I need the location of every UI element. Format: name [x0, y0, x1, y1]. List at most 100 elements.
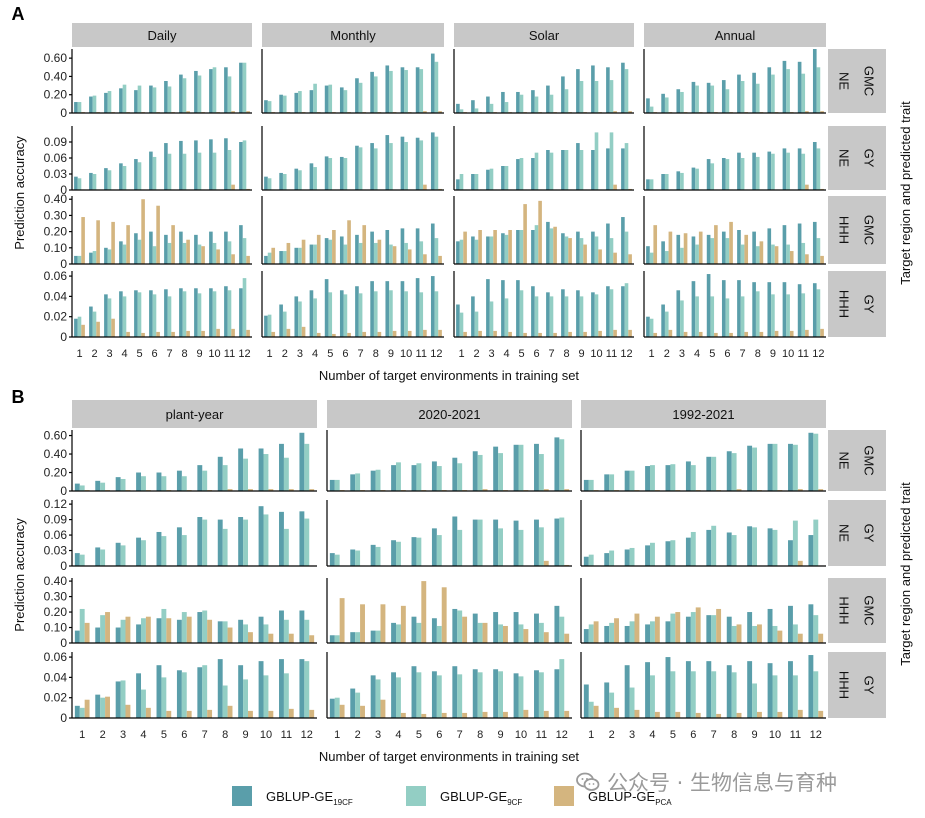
y-tick-label: 0.09	[44, 135, 68, 149]
bar	[329, 479, 335, 491]
bar	[167, 153, 172, 190]
bar	[74, 705, 80, 718]
bar	[156, 205, 160, 264]
bar	[786, 69, 790, 113]
facet-panel	[71, 49, 252, 114]
row-strip-trait: GY	[862, 676, 877, 695]
y-axis-title: Prediction accuracy	[12, 518, 27, 632]
bar	[156, 331, 160, 337]
bar	[534, 670, 539, 718]
bar	[415, 67, 420, 113]
bar	[222, 528, 228, 566]
bar	[167, 242, 172, 264]
bar	[373, 76, 378, 113]
facet-panel: 1 2 3 4 5 6 7 8 9 10 11 12	[326, 652, 572, 741]
bar	[309, 290, 314, 337]
bar	[391, 540, 397, 566]
bar	[661, 174, 665, 190]
bar	[462, 712, 468, 718]
bar	[695, 85, 699, 113]
y-tick-label: 0.06	[44, 528, 68, 542]
bar	[516, 159, 520, 190]
bar	[282, 311, 287, 337]
bar	[583, 479, 589, 491]
bar	[370, 71, 374, 113]
bar	[197, 152, 202, 190]
bar	[194, 288, 198, 337]
bar	[134, 159, 138, 190]
bar	[92, 95, 97, 113]
bar	[690, 465, 696, 491]
bar	[588, 701, 594, 718]
bar	[459, 312, 464, 337]
row-strip-region: HHH	[837, 290, 852, 318]
bar	[452, 516, 458, 566]
bar	[419, 140, 424, 190]
facet-panel: 1 2 3 4 5 6 7 8 9 10 11 12	[71, 652, 317, 741]
bar	[231, 328, 235, 337]
bar	[119, 88, 123, 113]
bar	[380, 604, 386, 643]
bar	[122, 84, 127, 113]
bar	[710, 85, 715, 113]
bar	[182, 78, 187, 113]
bar	[668, 329, 673, 337]
bar	[513, 612, 519, 643]
bar	[691, 81, 696, 113]
bar	[546, 85, 550, 113]
bar	[152, 87, 157, 113]
bar	[77, 255, 82, 264]
facet-panel	[71, 500, 317, 567]
bar	[737, 74, 741, 113]
bar	[457, 674, 463, 718]
facet-panel	[580, 430, 826, 492]
bar	[508, 230, 512, 264]
bar	[115, 477, 121, 491]
bar	[100, 697, 106, 718]
bar	[559, 517, 565, 566]
bar	[604, 682, 610, 718]
bar	[77, 102, 82, 113]
bar	[808, 535, 814, 566]
bar	[808, 432, 814, 491]
bar	[519, 94, 524, 113]
bar	[217, 519, 223, 566]
bar	[74, 483, 80, 491]
x-tick-label: 2	[609, 729, 615, 741]
bar	[268, 710, 274, 718]
bar	[283, 528, 289, 566]
y-tick-label: 0.04	[44, 289, 68, 303]
bar	[89, 252, 93, 264]
bar	[767, 663, 773, 718]
bar	[324, 238, 329, 264]
bar	[706, 529, 712, 566]
legend: GBLUP-GE19CF GBLUP-GE9CF GBLUP-GEPCA	[232, 786, 672, 807]
x-tick-label: 9	[497, 729, 503, 741]
bar	[434, 61, 439, 113]
facet-panel	[261, 196, 444, 265]
bar	[119, 163, 123, 190]
y-tick-label: 0	[60, 183, 67, 197]
y-tick-label: 0.60	[44, 51, 68, 65]
bar	[606, 286, 610, 337]
legend-swatch	[232, 786, 252, 806]
bar	[166, 710, 172, 718]
bar	[493, 446, 499, 491]
bar	[670, 464, 676, 491]
bar	[339, 598, 345, 643]
x-tick-label: 2	[473, 348, 479, 360]
bar	[772, 443, 778, 491]
bar	[89, 172, 93, 190]
bar	[695, 244, 699, 264]
bar	[209, 69, 213, 113]
bar	[518, 444, 524, 491]
bar	[744, 234, 749, 264]
x-tick-label: 6	[533, 348, 539, 360]
bar	[164, 289, 168, 337]
bar	[788, 605, 793, 643]
bar	[498, 453, 503, 491]
bar	[217, 456, 223, 491]
bar	[664, 174, 669, 190]
bar	[646, 246, 650, 264]
bar	[518, 676, 524, 718]
